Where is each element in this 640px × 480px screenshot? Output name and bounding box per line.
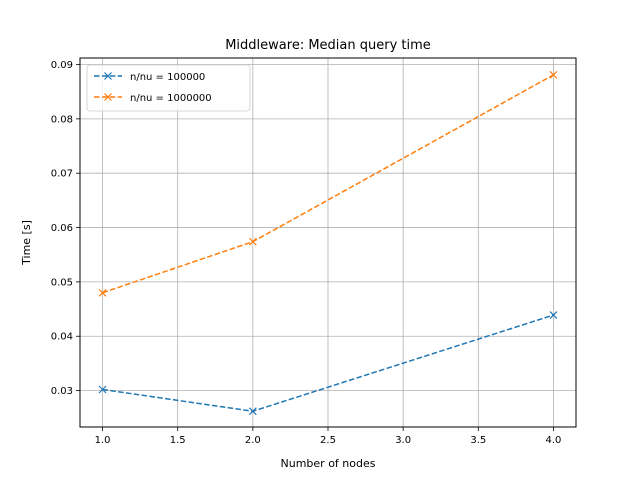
x-tick-label: 1.0 — [95, 435, 111, 446]
data-point — [98, 385, 107, 394]
legend-entry: n/nu = 100000 — [130, 72, 205, 83]
y-tick-label: 0.05 — [51, 277, 73, 288]
legend: n/nu = 100000 n/nu = 1000000 — [86, 64, 251, 112]
x-tick-label: 3.5 — [470, 435, 486, 446]
y-tick-label: 0.09 — [51, 60, 73, 71]
y-tick-label: 0.08 — [51, 114, 73, 125]
y-tick-label: 0.04 — [51, 332, 73, 343]
y-tick-label: 0.06 — [51, 223, 73, 234]
y-tick-label: 0.07 — [51, 169, 73, 180]
legend-marker — [104, 72, 112, 80]
x-axis-label: Number of nodes — [281, 457, 376, 470]
data-point — [549, 311, 558, 319]
x-tick-label: 2.5 — [320, 435, 336, 446]
data-point — [98, 288, 107, 297]
data-point — [248, 407, 257, 416]
data-point — [549, 70, 558, 79]
y-tick-label: 0.03 — [51, 386, 73, 397]
legend-marker — [104, 93, 112, 101]
x-tick-label: 1.5 — [170, 435, 186, 446]
y-axis-label: Time [s] — [20, 220, 33, 266]
legend-box — [86, 64, 251, 112]
legend-entry: n/nu = 1000000 — [130, 93, 212, 104]
x-tick-label: 2.0 — [245, 435, 261, 446]
x-tick-label: 3.0 — [395, 435, 411, 446]
chart-title: Middleware: Median query time — [225, 38, 431, 53]
axis-ticks: 1.0 1.5 2.0 2.5 3.0 3.5 4.0 0.03 0.04 0.05 0.06 0.0… — [51, 60, 562, 446]
data-point — [248, 237, 257, 246]
x-tick-label: 4.0 — [546, 435, 562, 446]
series-layer — [98, 70, 558, 416]
